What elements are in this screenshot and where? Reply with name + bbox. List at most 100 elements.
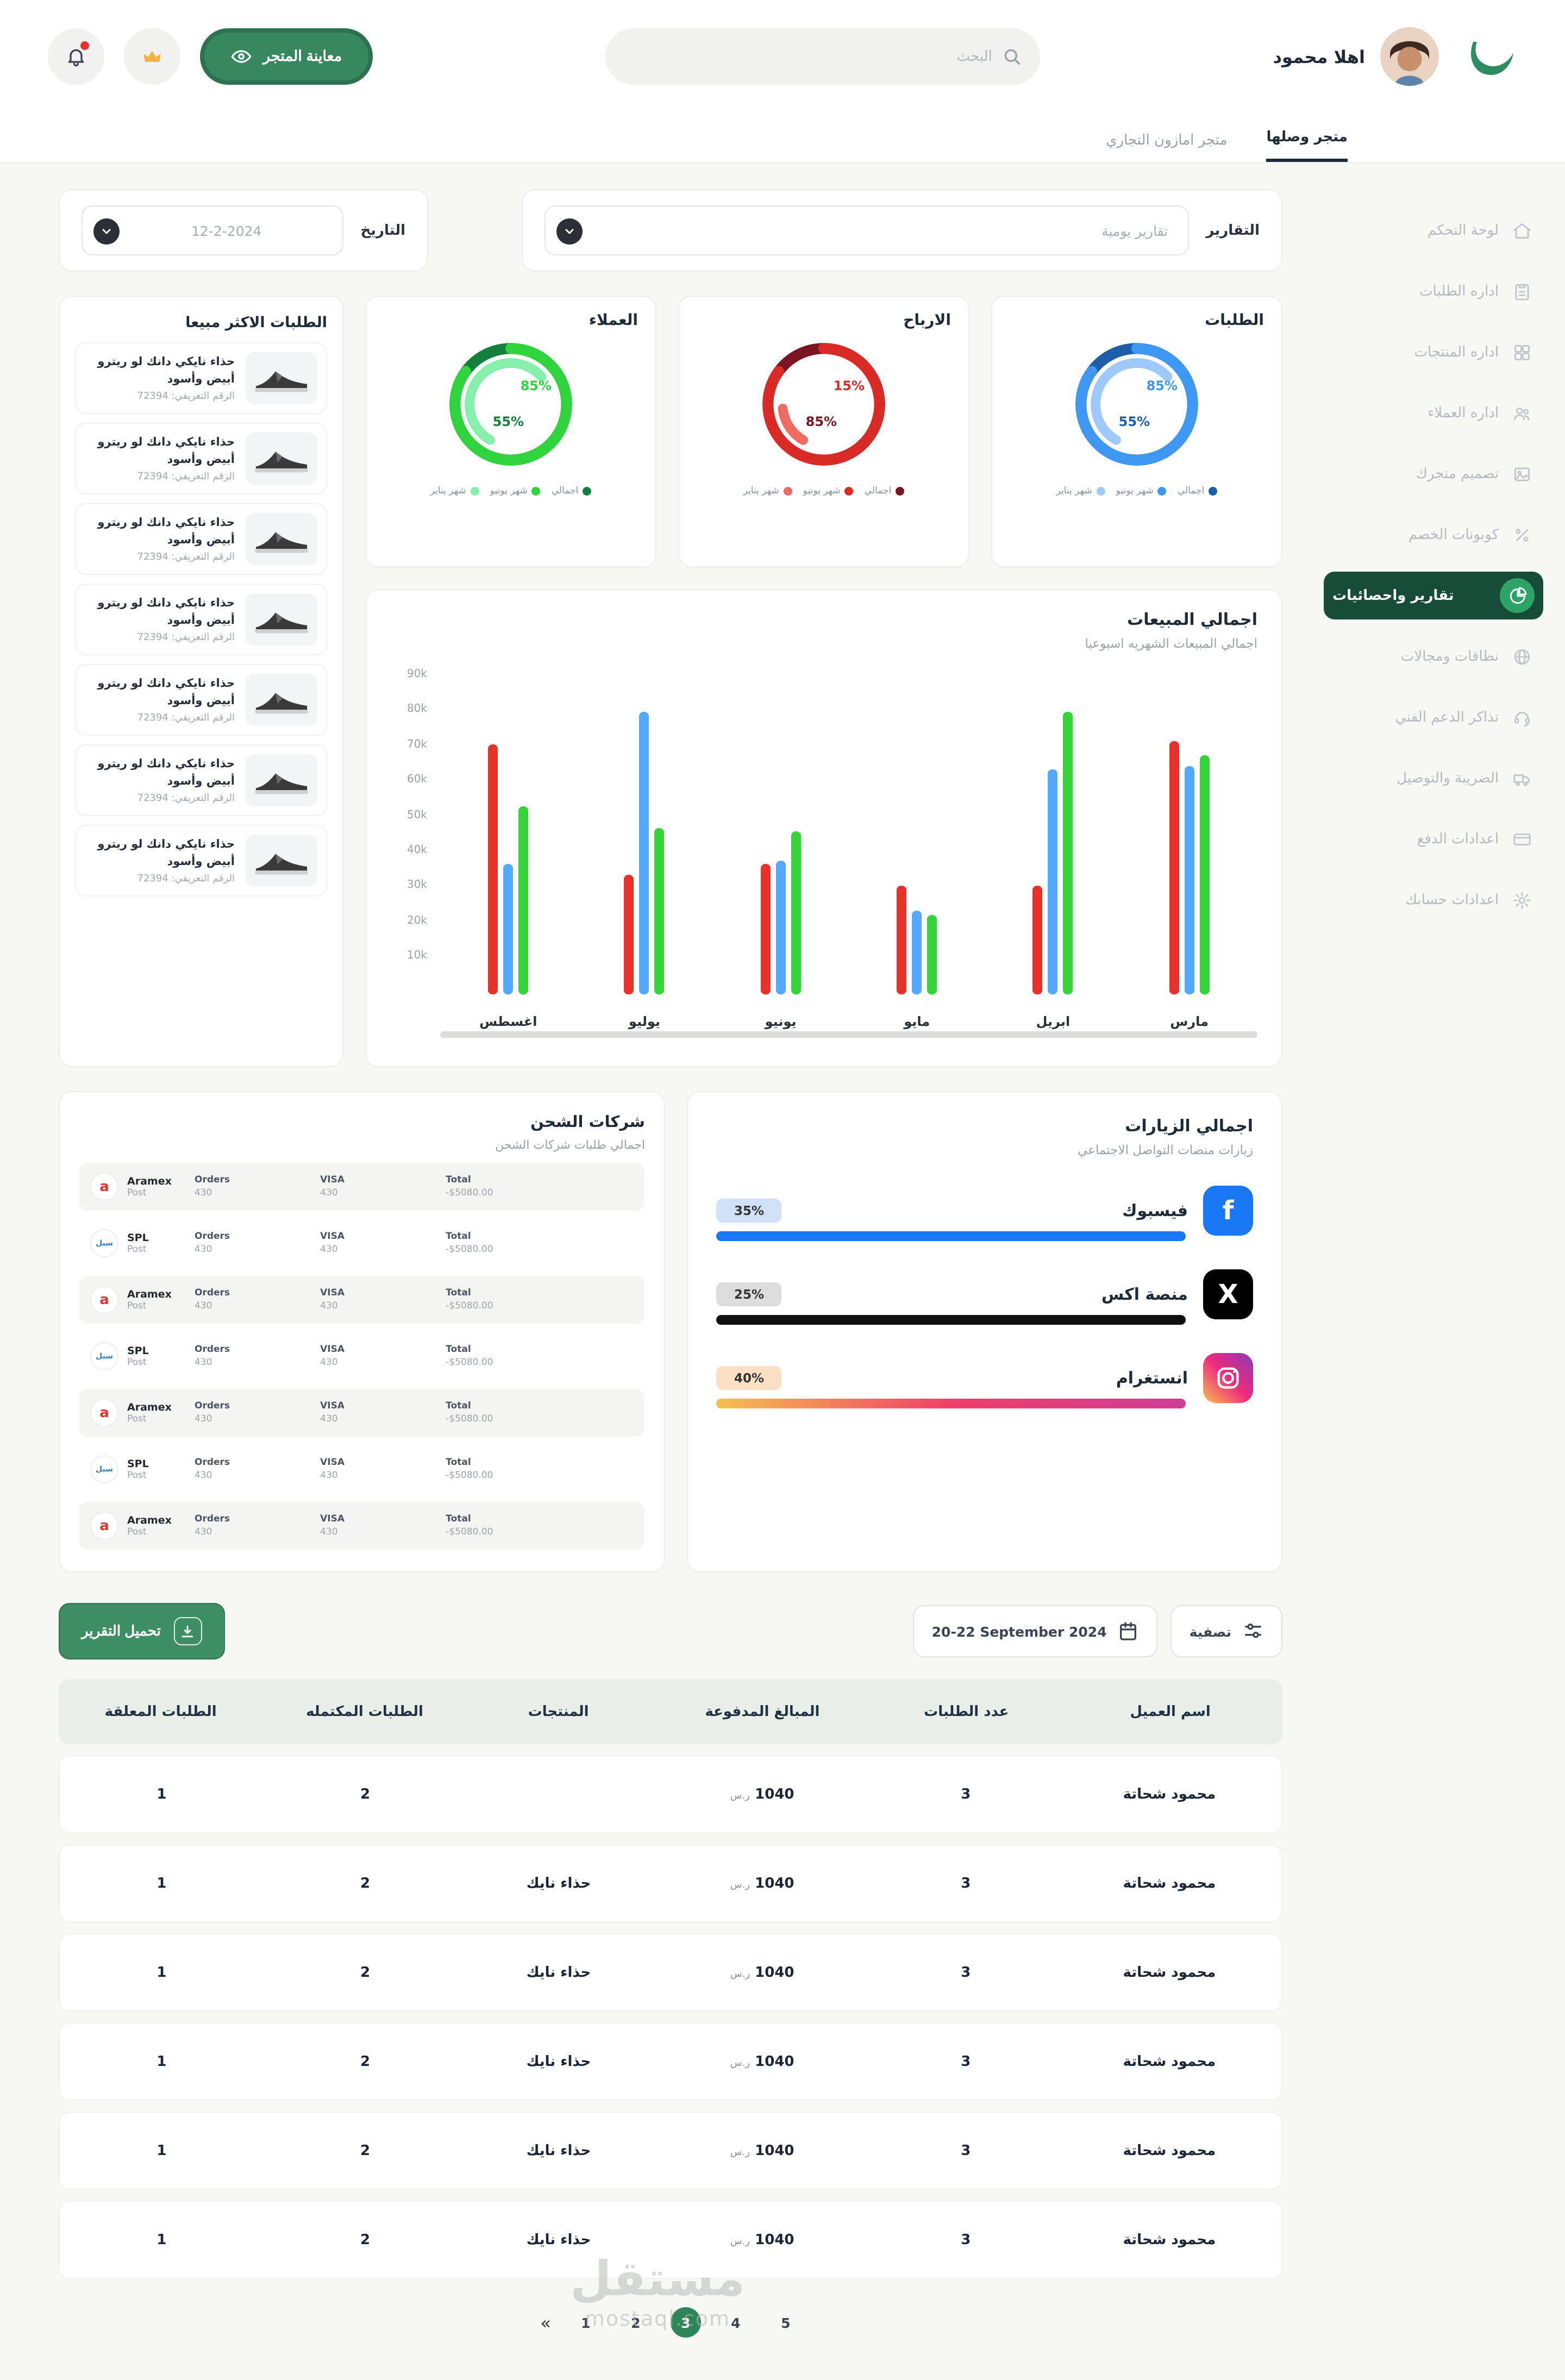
shipping-row: سبل SPL Post Orders 430 VISA 430 Total -$5080.00 [79,1219,645,1267]
x-tick: ابريل [1036,1014,1071,1029]
design-icon [1512,464,1532,484]
sidebar-item-coupons[interactable]: كوبونات الخصم [1324,511,1543,559]
product-image [246,433,317,485]
carrier-logo: سبل [90,1342,118,1370]
chart-title: الارباح [903,312,951,329]
date-select[interactable]: 12-2-2024 [82,205,343,255]
visit-row-instagram: انستغرام 40% [716,1353,1253,1408]
bar [1063,712,1073,994]
carrier-logo: a [90,1399,118,1427]
sidebar-item-reports[interactable]: تقارير واحصائيات [1324,572,1543,619]
table-row: محمود شحاتة 3 1040 ر.س حذاء نايك 2 1 [59,1933,1282,2012]
filter-button[interactable]: تصفية [1170,1605,1282,1657]
chevron-down-icon [556,218,583,245]
table-row: محمود شحاتة 3 1040 ر.س 2 1 [59,1755,1282,1833]
sidebar-label: كوبونات الخصم [1408,527,1499,543]
product-item[interactable]: حذاء نايكي دانك لو ريترو أبيض وأسود الرقم … [75,744,327,816]
product-info: حذاء نايكي دانك لو ريترو أبيض وأسود الرقم … [97,435,235,483]
user-menu[interactable]: اهلا محمود [1273,27,1439,86]
sidebar-item-orders[interactable]: اداره الطلبات [1324,267,1543,315]
cell-customer: محمود شحاتة [1123,2053,1216,2070]
sidebar-item-dashboard[interactable]: لوحة التحكم [1324,206,1543,254]
chart-title: الطلبات [1205,312,1264,329]
bar [791,831,801,994]
y-tick: 50k [406,809,427,821]
bar [1048,769,1058,994]
cell-completed: 2 [360,2143,371,2159]
table-row: محمود شحاتة 3 1040 ر.س حذاء نايك 2 1 [59,2201,1282,2279]
sidebar-item-domains[interactable]: نطاقات ومجالات [1324,632,1543,680]
product-image [246,593,317,646]
visit-row-x: X منصة اكس 25% [716,1269,1253,1325]
pagination-page-4[interactable]: 4 [731,2314,741,2331]
notifications-button[interactable] [48,28,105,85]
bar-group [577,668,713,994]
product-image [246,513,317,565]
tab-store-amazon[interactable]: متجر امازون التجاري [1106,133,1228,149]
sidebar-item-store-design[interactable]: تصميم متجرك [1324,450,1543,498]
product-item[interactable]: حذاء نايكي دانك لو ريترو أبيض وأسود الرقم … [75,503,327,575]
product-item[interactable]: حذاء نايكي دانك لو ريترو أبيض وأسود الرقم … [75,825,327,897]
preview-store-button[interactable]: معاينة المتجر [200,28,373,85]
cell-product: حذاء نايك [526,1964,591,1981]
pagination-page-3[interactable]: 3 [670,2307,701,2338]
chevron-down-icon [93,218,120,245]
chart-legend: اجمالي شهر يونيو شهر يناير [384,486,638,497]
pagination-page-2[interactable]: 2 [631,2314,641,2331]
cell-orders: 3 [961,2053,971,2070]
product-image [246,835,317,887]
sidebar-item-support[interactable]: تذاكر الدعم الفني [1324,693,1543,741]
store-tabs: متجر وصلها متجر امازون التجاري [0,113,1565,163]
product-item[interactable]: حذاء نايكي دانك لو ريترو أبيض وأسود الرقم … [75,584,327,655]
pagination-page-5[interactable]: 5 [781,2314,791,2331]
sidebar-item-payment-settings[interactable]: اعدادات الدفع [1324,815,1543,863]
upgrade-button[interactable] [124,28,181,85]
shipping-row: سبل SPL Post Orders 430 VISA 430 Total -$5080.00 [79,1445,645,1493]
cell-product: حذاء نايك [526,2143,591,2159]
sidebar-label: تذاكر الدعم الفني [1395,709,1499,725]
bar [488,744,498,994]
notification-dot [80,41,90,50]
sidebar-item-customers[interactable]: اداره العملاء [1324,389,1543,437]
sidebar-item-products[interactable]: اداره المنتجات [1324,328,1543,376]
search-input[interactable] [605,28,1040,85]
bar-group [712,668,849,994]
cell-orders: 3 [961,1786,971,1802]
orders-donut-card: الطلبات 85% 55% اجمالي شهر يونيو شهر يناير [991,296,1282,567]
sidebar-item-account-settings[interactable]: اعدادات حسابك [1324,876,1543,924]
reports-select[interactable]: تقارير يومية [544,205,1189,255]
product-item[interactable]: حذاء نايكي دانك لو ريترو أبيض وأسود الرقم … [75,664,327,736]
product-item[interactable]: حذاء نايكي دانك لو ريترو أبيض وأسود الرقم … [75,423,327,494]
pagination: « 1 2 3 4 5 [59,2307,1282,2338]
product-image [246,674,317,726]
date-range-value: 20-22 September 2024 [931,1623,1107,1639]
credit-card-icon [1512,829,1532,849]
sidebar-item-tax-delivery[interactable]: الضريبة والتوصيل [1324,754,1543,802]
shipping-row: a Aramex Post Orders 430 VISA 430 Total -$5080.0… [79,1502,645,1550]
pagination-page-1[interactable]: 1 [581,2314,591,2331]
visit-label: فيسبوك [1122,1201,1188,1220]
shipping-panel: شركات الشحن اجمالي طلبات شركات الشحن a Ar… [59,1091,666,1573]
sidebar-label: تقارير واحصائيات [1332,587,1454,604]
date-range-picker[interactable]: 20-22 September 2024 [913,1605,1158,1657]
shipping-row: سبل SPL Post Orders 430 VISA 430 Total -$5080.00 [79,1332,645,1380]
donut-percent: 85% [1146,378,1178,393]
reports-filter-label: التقارير [1206,222,1260,239]
bell-icon [65,46,87,67]
download-icon [173,1617,202,1645]
pagination-prev[interactable]: « [540,2312,551,2333]
bar [1169,741,1179,994]
cell-completed: 2 [360,1786,371,1802]
x-tick: يوليو [629,1014,660,1029]
tab-store-wasalha[interactable]: متجر وصلها [1266,129,1348,162]
table-row: محمود شحاتة 3 1040 ر.س حذاء نايك 2 1 [59,2022,1282,2101]
customers-icon [1512,403,1532,423]
download-report-button[interactable]: تحميل التقرير [59,1603,225,1659]
x-tick: اغسطس [479,1014,537,1029]
logo [1458,27,1517,86]
product-item[interactable]: حذاء نايكي دانك لو ريترو أبيض وأسود الرقم … [75,342,327,414]
bar [912,911,922,994]
donut-percent: 55% [1118,414,1150,430]
legend-item: اجمالي [1178,486,1218,497]
sidebar-label: اعدادات حسابك [1405,892,1499,908]
